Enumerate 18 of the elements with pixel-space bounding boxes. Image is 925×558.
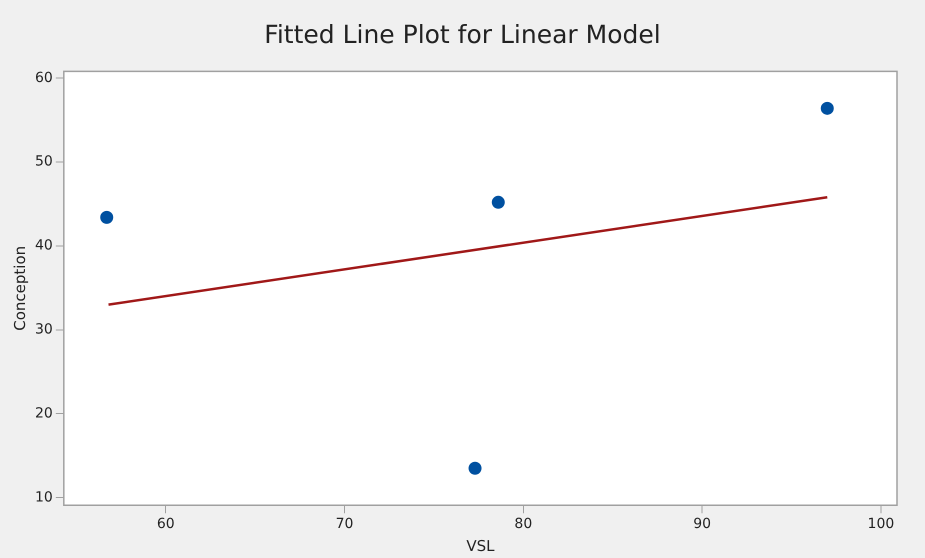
x-tick-label: 70 (336, 516, 354, 532)
y-axis-title: Conception (10, 246, 29, 331)
x-axis-title: VSL (466, 536, 496, 555)
point (492, 196, 505, 209)
y-tick-label: 30 (34, 321, 53, 338)
y-tick-label: 40 (34, 238, 53, 254)
point (100, 210, 114, 224)
y-tick-label: 20 (34, 405, 53, 422)
x-tick-label: 100 (868, 516, 894, 532)
y-tick-label: 10 (34, 489, 53, 506)
x-tick-label: 90 (693, 516, 712, 532)
x-tick-label: 80 (514, 516, 532, 532)
chart-title: Fitted Line Plot for Linear Model (263, 20, 662, 49)
point (820, 102, 834, 115)
point (468, 462, 482, 475)
x-tick-label: 60 (156, 516, 175, 532)
y-tick-label: 50 (34, 154, 53, 170)
y-tick-label: 60 (34, 70, 53, 86)
